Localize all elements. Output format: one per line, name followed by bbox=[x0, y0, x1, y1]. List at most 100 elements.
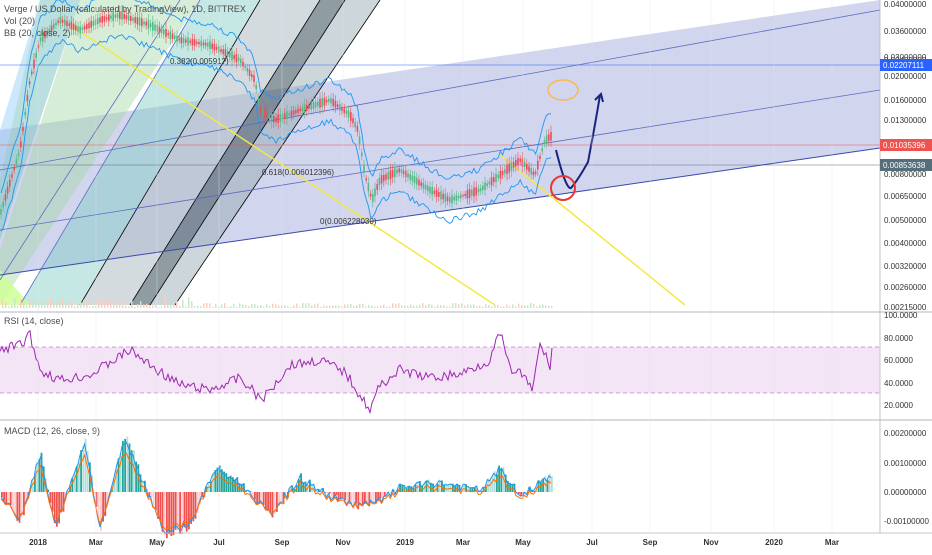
volume-bar bbox=[371, 306, 373, 308]
macd-hist-bar bbox=[8, 492, 10, 504]
volume-bar bbox=[434, 307, 436, 308]
candle-body bbox=[211, 43, 213, 48]
candle-body bbox=[145, 22, 147, 26]
candle-body bbox=[242, 62, 244, 67]
macd-hist-bar bbox=[366, 492, 368, 502]
candle-body bbox=[328, 99, 330, 102]
candle-body bbox=[262, 111, 264, 113]
rsi-tick: 40.0000 bbox=[884, 379, 913, 388]
volume-bar bbox=[185, 306, 187, 308]
volume-bar bbox=[203, 303, 205, 308]
candle-body bbox=[473, 188, 475, 197]
price-tick: 0.00650000 bbox=[884, 192, 927, 201]
candle-body bbox=[194, 39, 196, 45]
candle-body bbox=[528, 166, 530, 171]
volume-bar bbox=[452, 303, 454, 308]
macd-hist-bar bbox=[14, 492, 16, 516]
candle-body bbox=[438, 192, 440, 197]
candle-body bbox=[90, 21, 92, 28]
candle-body bbox=[537, 161, 539, 170]
time-tick: Nov bbox=[703, 538, 719, 547]
volume-bar bbox=[476, 306, 478, 308]
candle-body bbox=[286, 111, 288, 119]
price-label: 0.00853638 bbox=[883, 161, 926, 170]
volume-bar bbox=[128, 306, 130, 308]
candle-body bbox=[170, 31, 172, 39]
candle-body bbox=[324, 98, 326, 106]
volume-bar bbox=[548, 306, 550, 308]
volume-bar bbox=[308, 303, 310, 308]
volume-bar bbox=[122, 300, 124, 308]
candle-body bbox=[174, 36, 176, 40]
candle-body bbox=[150, 23, 152, 27]
main-title: Verge / US Dollar (calculated by Trading… bbox=[4, 4, 246, 14]
candle-body bbox=[101, 16, 103, 23]
volume-bar bbox=[56, 299, 58, 308]
candle-body bbox=[24, 112, 26, 116]
candle-body bbox=[519, 159, 521, 162]
macd-hist-bar bbox=[351, 492, 353, 504]
candle-body bbox=[126, 15, 128, 19]
macd-hist-bar bbox=[267, 492, 269, 511]
volume-bar bbox=[242, 305, 244, 308]
volume-bar bbox=[440, 305, 442, 308]
candle-body bbox=[167, 33, 169, 35]
candle-body bbox=[354, 122, 356, 127]
candle-body bbox=[16, 159, 18, 164]
volume-bar bbox=[338, 306, 340, 308]
candle-body bbox=[489, 181, 491, 184]
candle-body bbox=[238, 58, 240, 61]
candle-body bbox=[491, 177, 493, 185]
candle-body bbox=[440, 191, 442, 199]
candle-body bbox=[209, 41, 211, 49]
candle-body bbox=[407, 173, 409, 177]
candle-body bbox=[284, 113, 286, 119]
macd-hist-bar bbox=[118, 458, 120, 492]
candle-body bbox=[396, 169, 398, 173]
volume-bar bbox=[503, 307, 505, 308]
volume-bar bbox=[149, 305, 151, 308]
candle-body bbox=[409, 174, 411, 179]
candle-body bbox=[326, 100, 328, 103]
volume-bar bbox=[74, 306, 76, 308]
candle-body bbox=[524, 162, 526, 167]
candle-body bbox=[152, 22, 154, 31]
macd-hist-bar bbox=[12, 492, 14, 511]
candle-body bbox=[401, 169, 403, 173]
volume-bar bbox=[260, 305, 262, 308]
candle-body bbox=[205, 43, 207, 46]
volume-bar bbox=[461, 304, 463, 308]
candle-body bbox=[249, 70, 251, 76]
candle-body bbox=[293, 110, 295, 115]
candle-body bbox=[317, 102, 319, 107]
volume-bar bbox=[95, 306, 97, 308]
volume-bar bbox=[335, 305, 337, 308]
candle-body bbox=[7, 187, 9, 194]
volume-bar bbox=[362, 304, 364, 308]
candle-body bbox=[266, 111, 268, 118]
candle-body bbox=[368, 183, 370, 191]
volume-bar bbox=[368, 305, 370, 308]
candle-body bbox=[220, 49, 222, 52]
volume-bar bbox=[263, 307, 265, 308]
price-tick: 0.03600000 bbox=[884, 27, 927, 36]
candle-body bbox=[475, 187, 477, 195]
candle-body bbox=[271, 113, 273, 122]
volume-bar bbox=[314, 304, 316, 308]
candle-body bbox=[264, 109, 266, 118]
volume-bar bbox=[551, 306, 553, 308]
macd-hist-bar bbox=[10, 492, 12, 505]
volume-bar bbox=[257, 306, 259, 308]
volume-bar bbox=[302, 303, 304, 308]
candle-body bbox=[172, 34, 174, 39]
price-tick: 0.00320000 bbox=[884, 262, 927, 271]
volume-bar bbox=[245, 305, 247, 308]
candle-body bbox=[57, 21, 59, 23]
price-tick: 0.04000000 bbox=[884, 0, 927, 9]
volume-bar bbox=[197, 306, 199, 308]
volume-bar bbox=[227, 307, 229, 308]
volume-bar bbox=[518, 304, 520, 308]
candle-body bbox=[79, 26, 81, 33]
fib-label-382: 0.382(0.00591?) bbox=[170, 57, 229, 66]
